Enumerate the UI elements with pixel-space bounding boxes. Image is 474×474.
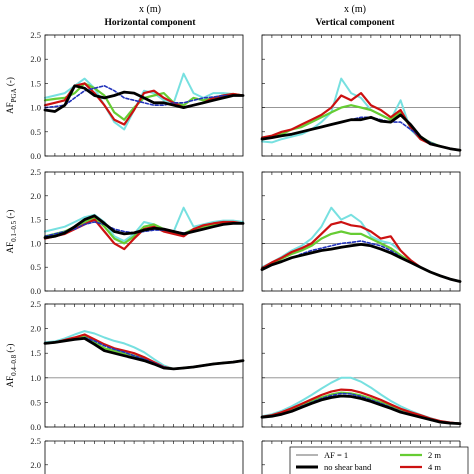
- legend-box: [289, 446, 469, 474]
- panel-r4-horizontal-ytick-label: 2.5: [30, 436, 41, 446]
- panel-r3-horizontal-ytick-label: 0.5: [30, 397, 41, 407]
- legend-label-af1: AF = 1: [324, 450, 348, 460]
- panel-r3-vertical-series-cyan: [261, 376, 461, 425]
- panel-r2-horizontal-ytick-label: 0.0: [30, 286, 41, 296]
- panel-r2-horizontal-series-four-m: [43, 218, 245, 251]
- panel-r3-horizontal-frame: [44, 303, 244, 428]
- panel-r1-horizontal-series-no-shear: [43, 84, 245, 113]
- panel-r2-horizontal-ytick-label: 0.5: [30, 262, 41, 272]
- legend: AF = 1 no shear band 2 m 4 m: [289, 446, 469, 474]
- panel-r2-horizontal-axis: 2.5 2.0 1.5 1.0 0.5 0.0: [30, 167, 234, 296]
- panel-r2-vertical-series-no-shear: [260, 242, 462, 283]
- panel-r2-horizontal-ytick-label: 2.5: [30, 167, 41, 177]
- panel-r4-horizontal: 2.52.01.5: [30, 436, 244, 474]
- legend-label-4m: 4 m: [428, 462, 441, 472]
- panel-r1-horizontal-ytick-label: 1.5: [30, 78, 41, 88]
- panel-r1-vertical: [260, 77, 462, 152]
- y-axis-label-row-1: AFPGA (-): [5, 77, 18, 114]
- panel-r3-horizontal-axis: 2.5 2.0 1.5 1.0 0.5 0.0: [30, 299, 234, 432]
- panel-r4-horizontal-ytick-label: 2.0: [30, 460, 41, 470]
- panel-r1-vertical-series-no-shear: [260, 113, 462, 152]
- x-label-left: x (m): [139, 4, 161, 15]
- column-header-vertical: Vertical component: [315, 18, 395, 28]
- y-axis-label-row-2: AF0.1–0.5 (-): [5, 210, 18, 254]
- x-label-right: x (m): [344, 4, 366, 15]
- panel-r3-horizontal-ytick-label: 2.5: [30, 299, 41, 309]
- panel-r2-horizontal-ytick-label: 1.0: [30, 238, 41, 248]
- panel-r2-horizontal-ytick-label: 1.5: [30, 215, 41, 225]
- panel-r1-horizontal-ytick-label: 1.0: [30, 103, 41, 113]
- panel-r3-horizontal-ytick-label: 2.0: [30, 324, 41, 334]
- panel-r3-horizontal-ytick-label: 1.0: [30, 373, 41, 383]
- panel-r1-horizontal-series-dashed: [44, 85, 244, 109]
- panel-r1-vertical-series-cyan: [261, 77, 461, 152]
- y-axis-label-row-3: AF0.4–0.8 (-): [5, 344, 18, 388]
- panel-r2-horizontal-series-cyan: [44, 206, 244, 242]
- panel-r1-horizontal-ytick-label: 2.0: [30, 54, 41, 64]
- panel-r1-horizontal-axis: 2.5 2.0 1.5 1.0 0.5 0.0: [30, 30, 234, 161]
- panel-r2-vertical: [260, 206, 462, 283]
- panel-r3-vertical-series-no-shear: [260, 394, 462, 426]
- panel-r1-vertical-axis: [262, 34, 451, 157]
- panel-r2-horizontal-series-no-shear: [43, 214, 245, 240]
- row-y-labels: AFPGA (-) AF0.1–0.5 (-) AF0.4–0.8 (-): [5, 77, 18, 387]
- legend-label-no-shear-band: no shear band: [324, 462, 372, 472]
- panel-r3-vertical: [260, 376, 462, 426]
- panel-r3-horizontal: [43, 330, 245, 379]
- column-headers: x (m) x (m) Horizontal component Vertica…: [104, 4, 395, 28]
- legend-label-2m: 2 m: [428, 450, 441, 460]
- panel-r3-horizontal-ytick-label: 0.0: [30, 422, 41, 432]
- panel-r1-horizontal-frame: [44, 34, 244, 157]
- panel-r1-horizontal-ytick-label: 2.5: [30, 30, 41, 40]
- panel-r2-vertical-axis: [262, 171, 451, 292]
- panel-r1-horizontal-ytick-label: 0.5: [30, 127, 41, 137]
- panel-r2-horizontal: [43, 206, 245, 251]
- panel-r1-horizontal-series-four-m: [43, 82, 245, 126]
- panel-r1-horizontal-series-cyan: [44, 72, 244, 131]
- panel-r3-horizontal-series-no-shear: [43, 336, 245, 371]
- panels: 2.52.01.51.00.50.02.52.01.51.00.50.02.52…: [30, 30, 462, 474]
- panel-r3-horizontal-ytick-label: 1.5: [30, 348, 41, 358]
- panel-r1-vertical-frame: [261, 34, 461, 157]
- column-header-horizontal: Horizontal component: [104, 18, 196, 28]
- panel-r1-horizontal-ytick-label: 0.0: [30, 151, 41, 161]
- panel-r2-horizontal-ytick-label: 2.0: [30, 191, 41, 201]
- panel-r2-vertical-series-dashed: [261, 240, 461, 283]
- panel-r3-vertical-axis: [262, 303, 451, 428]
- panel-r1-horizontal: [43, 72, 245, 131]
